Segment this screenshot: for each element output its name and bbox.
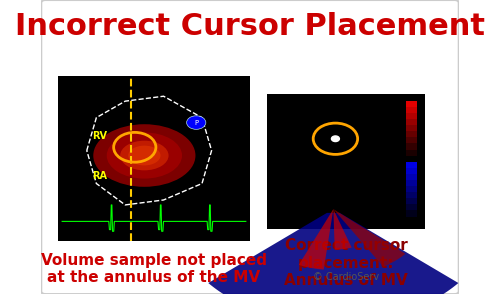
Bar	[266, 94, 426, 230]
Polygon shape	[298, 209, 334, 270]
Bar	[406, 211, 418, 217]
Bar	[406, 119, 418, 125]
Text: Incorrect Cursor Placement: Incorrect Cursor Placement	[15, 12, 485, 41]
Ellipse shape	[120, 141, 168, 170]
Text: RV: RV	[92, 131, 108, 141]
Bar	[406, 101, 418, 107]
Bar	[406, 156, 418, 162]
Circle shape	[332, 136, 340, 142]
Bar	[58, 76, 250, 241]
Bar	[406, 131, 418, 137]
Ellipse shape	[106, 133, 182, 178]
Text: Volume sample not placed
at the annulus of the MV: Volume sample not placed at the annulus …	[41, 253, 267, 285]
Bar	[406, 186, 418, 192]
Bar	[406, 143, 418, 150]
Circle shape	[186, 116, 206, 129]
Bar	[406, 198, 418, 204]
Polygon shape	[334, 209, 406, 267]
Ellipse shape	[94, 124, 196, 187]
Bar	[406, 113, 418, 119]
Text: RA: RA	[92, 171, 108, 181]
Bar	[406, 180, 418, 186]
Bar	[406, 168, 418, 174]
Bar	[406, 162, 418, 168]
Bar	[406, 174, 418, 180]
Bar	[406, 137, 418, 143]
Bar	[406, 204, 418, 211]
Text: © CardioServ: © CardioServ	[313, 272, 379, 282]
Bar	[406, 107, 418, 113]
Text: P: P	[194, 120, 198, 126]
FancyBboxPatch shape	[41, 0, 459, 294]
Bar	[406, 217, 418, 223]
Text: Correct cursor
placement:
Annulus of MV: Correct cursor placement: Annulus of MV	[284, 238, 408, 288]
Ellipse shape	[128, 146, 160, 165]
Polygon shape	[208, 213, 458, 300]
Bar	[406, 150, 418, 156]
Polygon shape	[334, 209, 351, 250]
Bar	[406, 125, 418, 131]
Bar	[406, 192, 418, 198]
